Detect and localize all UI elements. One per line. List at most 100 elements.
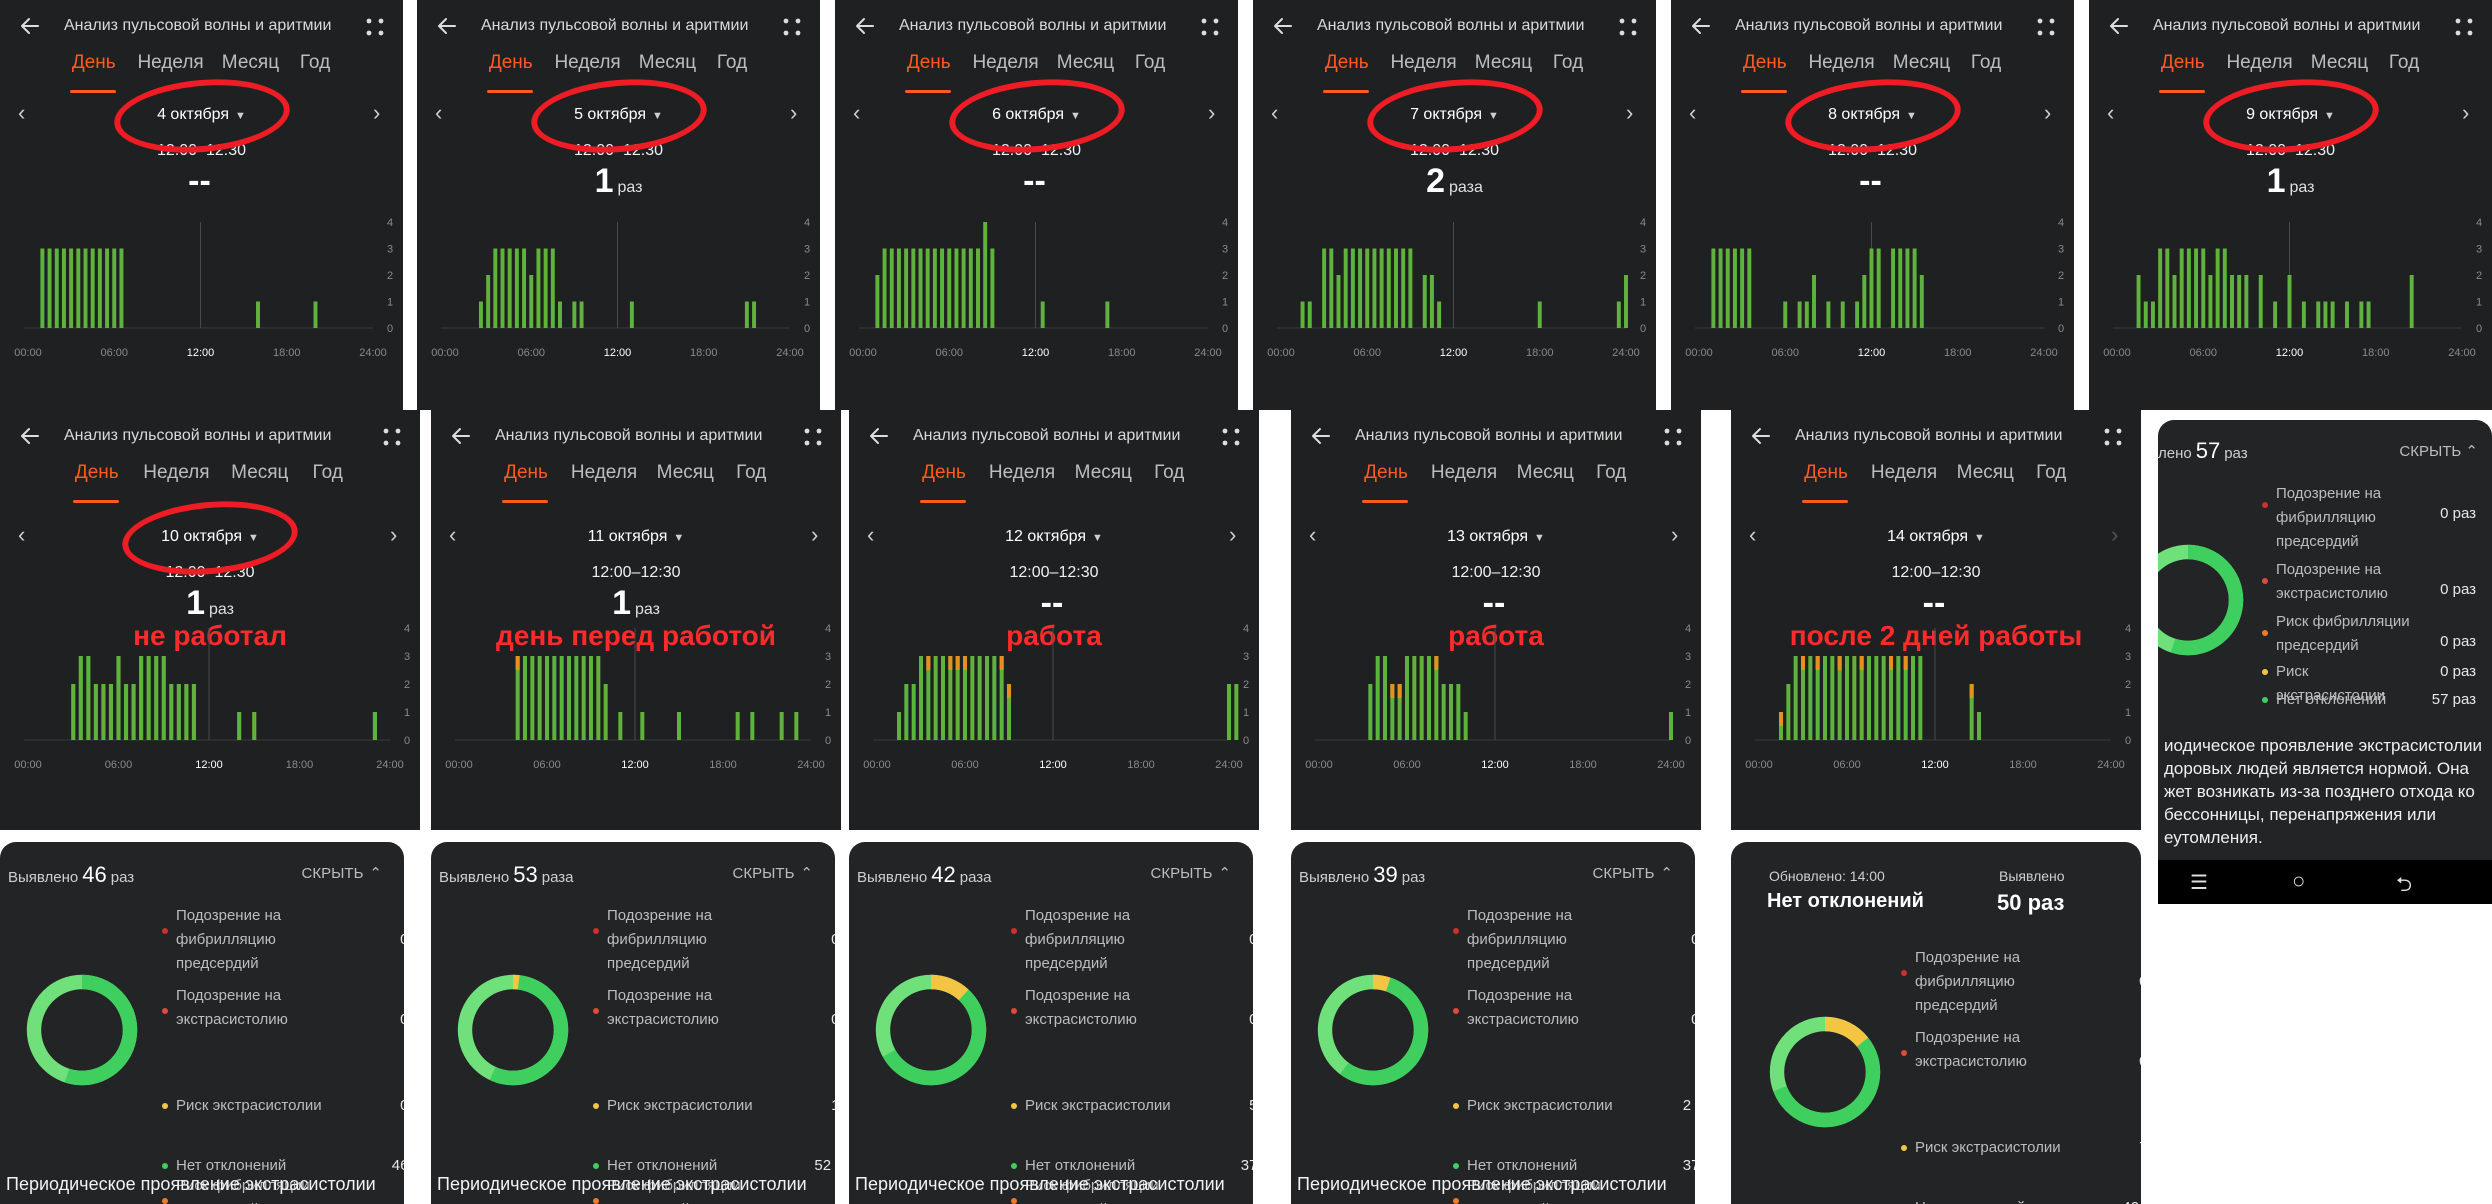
tab-week[interactable]: Неделя: [1870, 462, 1938, 483]
more-options-icon[interactable]: [1618, 17, 1638, 37]
more-options-icon[interactable]: [1663, 427, 1683, 447]
tab-year[interactable]: Год: [1552, 52, 1584, 73]
tab-day[interactable]: День: [2160, 52, 2205, 73]
tab-month[interactable]: Месяц: [638, 52, 697, 73]
next-day-icon[interactable]: ›: [790, 100, 798, 125]
more-options-icon[interactable]: [382, 427, 402, 447]
more-options-icon[interactable]: [1221, 427, 1241, 447]
next-day-icon[interactable]: ›: [2044, 100, 2052, 125]
date-selector[interactable]: 8 октября ▼: [1828, 106, 1917, 124]
date-selector[interactable]: 5 октября ▼: [574, 106, 663, 124]
tab-week[interactable]: Неделя: [143, 462, 210, 483]
date-selector[interactable]: 4 октября ▼: [157, 106, 246, 124]
tab-week[interactable]: Неделя: [137, 52, 204, 73]
tab-week[interactable]: Неделя: [554, 52, 621, 73]
tab-year[interactable]: Год: [2388, 52, 2420, 73]
next-day-icon[interactable]: ›: [1671, 522, 1679, 547]
hide-button[interactable]: СКРЫТЬ ⌃: [2399, 443, 2478, 460]
back-arrow-icon[interactable]: [449, 424, 473, 448]
prev-day-icon[interactable]: ‹: [449, 522, 457, 547]
tab-month[interactable]: Месяц: [656, 462, 714, 483]
next-day-icon[interactable]: ›: [811, 522, 819, 547]
tab-week[interactable]: Неделя: [972, 52, 1039, 73]
tab-day[interactable]: День: [922, 462, 966, 483]
tab-year[interactable]: Год: [1970, 52, 2002, 73]
next-day-icon[interactable]: ›: [1229, 522, 1237, 547]
hide-button[interactable]: СКРЫТЬ ⌃: [301, 865, 382, 882]
next-day-icon[interactable]: ›: [1626, 100, 1634, 125]
next-day-icon[interactable]: ›: [373, 100, 381, 125]
tab-day[interactable]: День: [488, 52, 533, 73]
back-arrow-icon[interactable]: [1749, 424, 1773, 448]
prev-day-icon[interactable]: ‹: [853, 100, 861, 125]
next-day-icon[interactable]: ›: [1208, 100, 1216, 125]
tab-week[interactable]: Неделя: [1808, 52, 1875, 73]
prev-day-icon[interactable]: ‹: [1309, 522, 1317, 547]
more-options-icon[interactable]: [2103, 427, 2123, 447]
tab-day[interactable]: День: [906, 52, 951, 73]
back-arrow-icon[interactable]: [1309, 424, 1333, 448]
more-options-icon[interactable]: [2454, 17, 2474, 37]
back-arrow-icon[interactable]: [18, 14, 42, 38]
date-selector[interactable]: 9 октября ▼: [2246, 106, 2335, 124]
more-options-icon[interactable]: [803, 427, 823, 447]
prev-day-icon[interactable]: ‹: [867, 522, 875, 547]
tab-day[interactable]: День: [504, 462, 548, 483]
more-options-icon[interactable]: [2036, 17, 2056, 37]
tab-day[interactable]: День: [1742, 52, 1787, 73]
prev-day-icon[interactable]: ‹: [1689, 100, 1697, 125]
tab-week[interactable]: Неделя: [570, 462, 638, 483]
hide-button[interactable]: СКРЫТЬ ⌃: [732, 865, 813, 882]
tab-year[interactable]: Год: [299, 52, 331, 73]
tab-month[interactable]: Месяц: [1056, 52, 1115, 73]
tab-year[interactable]: Год: [1596, 462, 1627, 483]
tab-month[interactable]: Месяц: [1892, 52, 1951, 73]
tab-week[interactable]: Неделя: [988, 462, 1056, 483]
tab-day[interactable]: День: [1364, 462, 1408, 483]
date-selector[interactable]: 6 октября ▼: [992, 106, 1081, 124]
back-icon[interactable]: ⮌: [2396, 874, 2413, 896]
back-arrow-icon[interactable]: [18, 424, 42, 448]
tab-year[interactable]: Год: [1134, 52, 1166, 73]
tab-year[interactable]: Год: [1154, 462, 1185, 483]
next-day-icon[interactable]: ›: [2462, 100, 2470, 125]
tab-week[interactable]: Неделя: [2226, 52, 2293, 73]
tab-month[interactable]: Месяц: [1956, 462, 2014, 483]
tab-month[interactable]: Месяц: [1074, 462, 1132, 483]
hide-button[interactable]: СКРЫТЬ ⌃: [1150, 865, 1231, 882]
tab-month[interactable]: Месяц: [1474, 52, 1533, 73]
back-arrow-icon[interactable]: [1689, 14, 1713, 38]
hide-button[interactable]: СКРЫТЬ ⌃: [1592, 865, 1673, 882]
back-arrow-icon[interactable]: [867, 424, 891, 448]
tab-month[interactable]: Месяц: [1516, 462, 1574, 483]
date-selector[interactable]: 13 октября ▼: [1447, 528, 1545, 546]
back-arrow-icon[interactable]: [2107, 14, 2131, 38]
back-arrow-icon[interactable]: [853, 14, 877, 38]
tab-day[interactable]: День: [71, 52, 116, 73]
prev-day-icon[interactable]: ‹: [18, 100, 26, 125]
date-selector[interactable]: 14 октября ▼: [1887, 528, 1985, 546]
prev-day-icon[interactable]: ‹: [1749, 522, 1757, 547]
prev-day-icon[interactable]: ‹: [18, 522, 26, 547]
tab-year[interactable]: Год: [2036, 462, 2067, 483]
more-options-icon[interactable]: [1200, 17, 1220, 37]
tab-day[interactable]: День: [1804, 462, 1848, 483]
date-selector[interactable]: 12 октября ▼: [1005, 528, 1103, 546]
next-day-icon[interactable]: ›: [390, 522, 398, 547]
more-options-icon[interactable]: [782, 17, 802, 37]
back-arrow-icon[interactable]: [435, 14, 459, 38]
tab-year[interactable]: Год: [736, 462, 767, 483]
home-icon[interactable]: ○: [2292, 868, 2306, 893]
prev-day-icon[interactable]: ‹: [435, 100, 443, 125]
tab-month[interactable]: Месяц: [231, 462, 289, 483]
back-arrow-icon[interactable]: [1271, 14, 1295, 38]
tab-week[interactable]: Неделя: [1430, 462, 1498, 483]
more-options-icon[interactable]: [365, 17, 385, 37]
tab-day[interactable]: День: [1324, 52, 1369, 73]
date-selector[interactable]: 10 октября ▼: [161, 528, 259, 546]
tab-year[interactable]: Год: [312, 462, 343, 483]
date-selector[interactable]: 7 октября ▼: [1410, 106, 1499, 124]
date-selector[interactable]: 11 октября ▼: [588, 528, 685, 546]
tab-month[interactable]: Месяц: [2310, 52, 2369, 73]
tab-week[interactable]: Неделя: [1390, 52, 1457, 73]
